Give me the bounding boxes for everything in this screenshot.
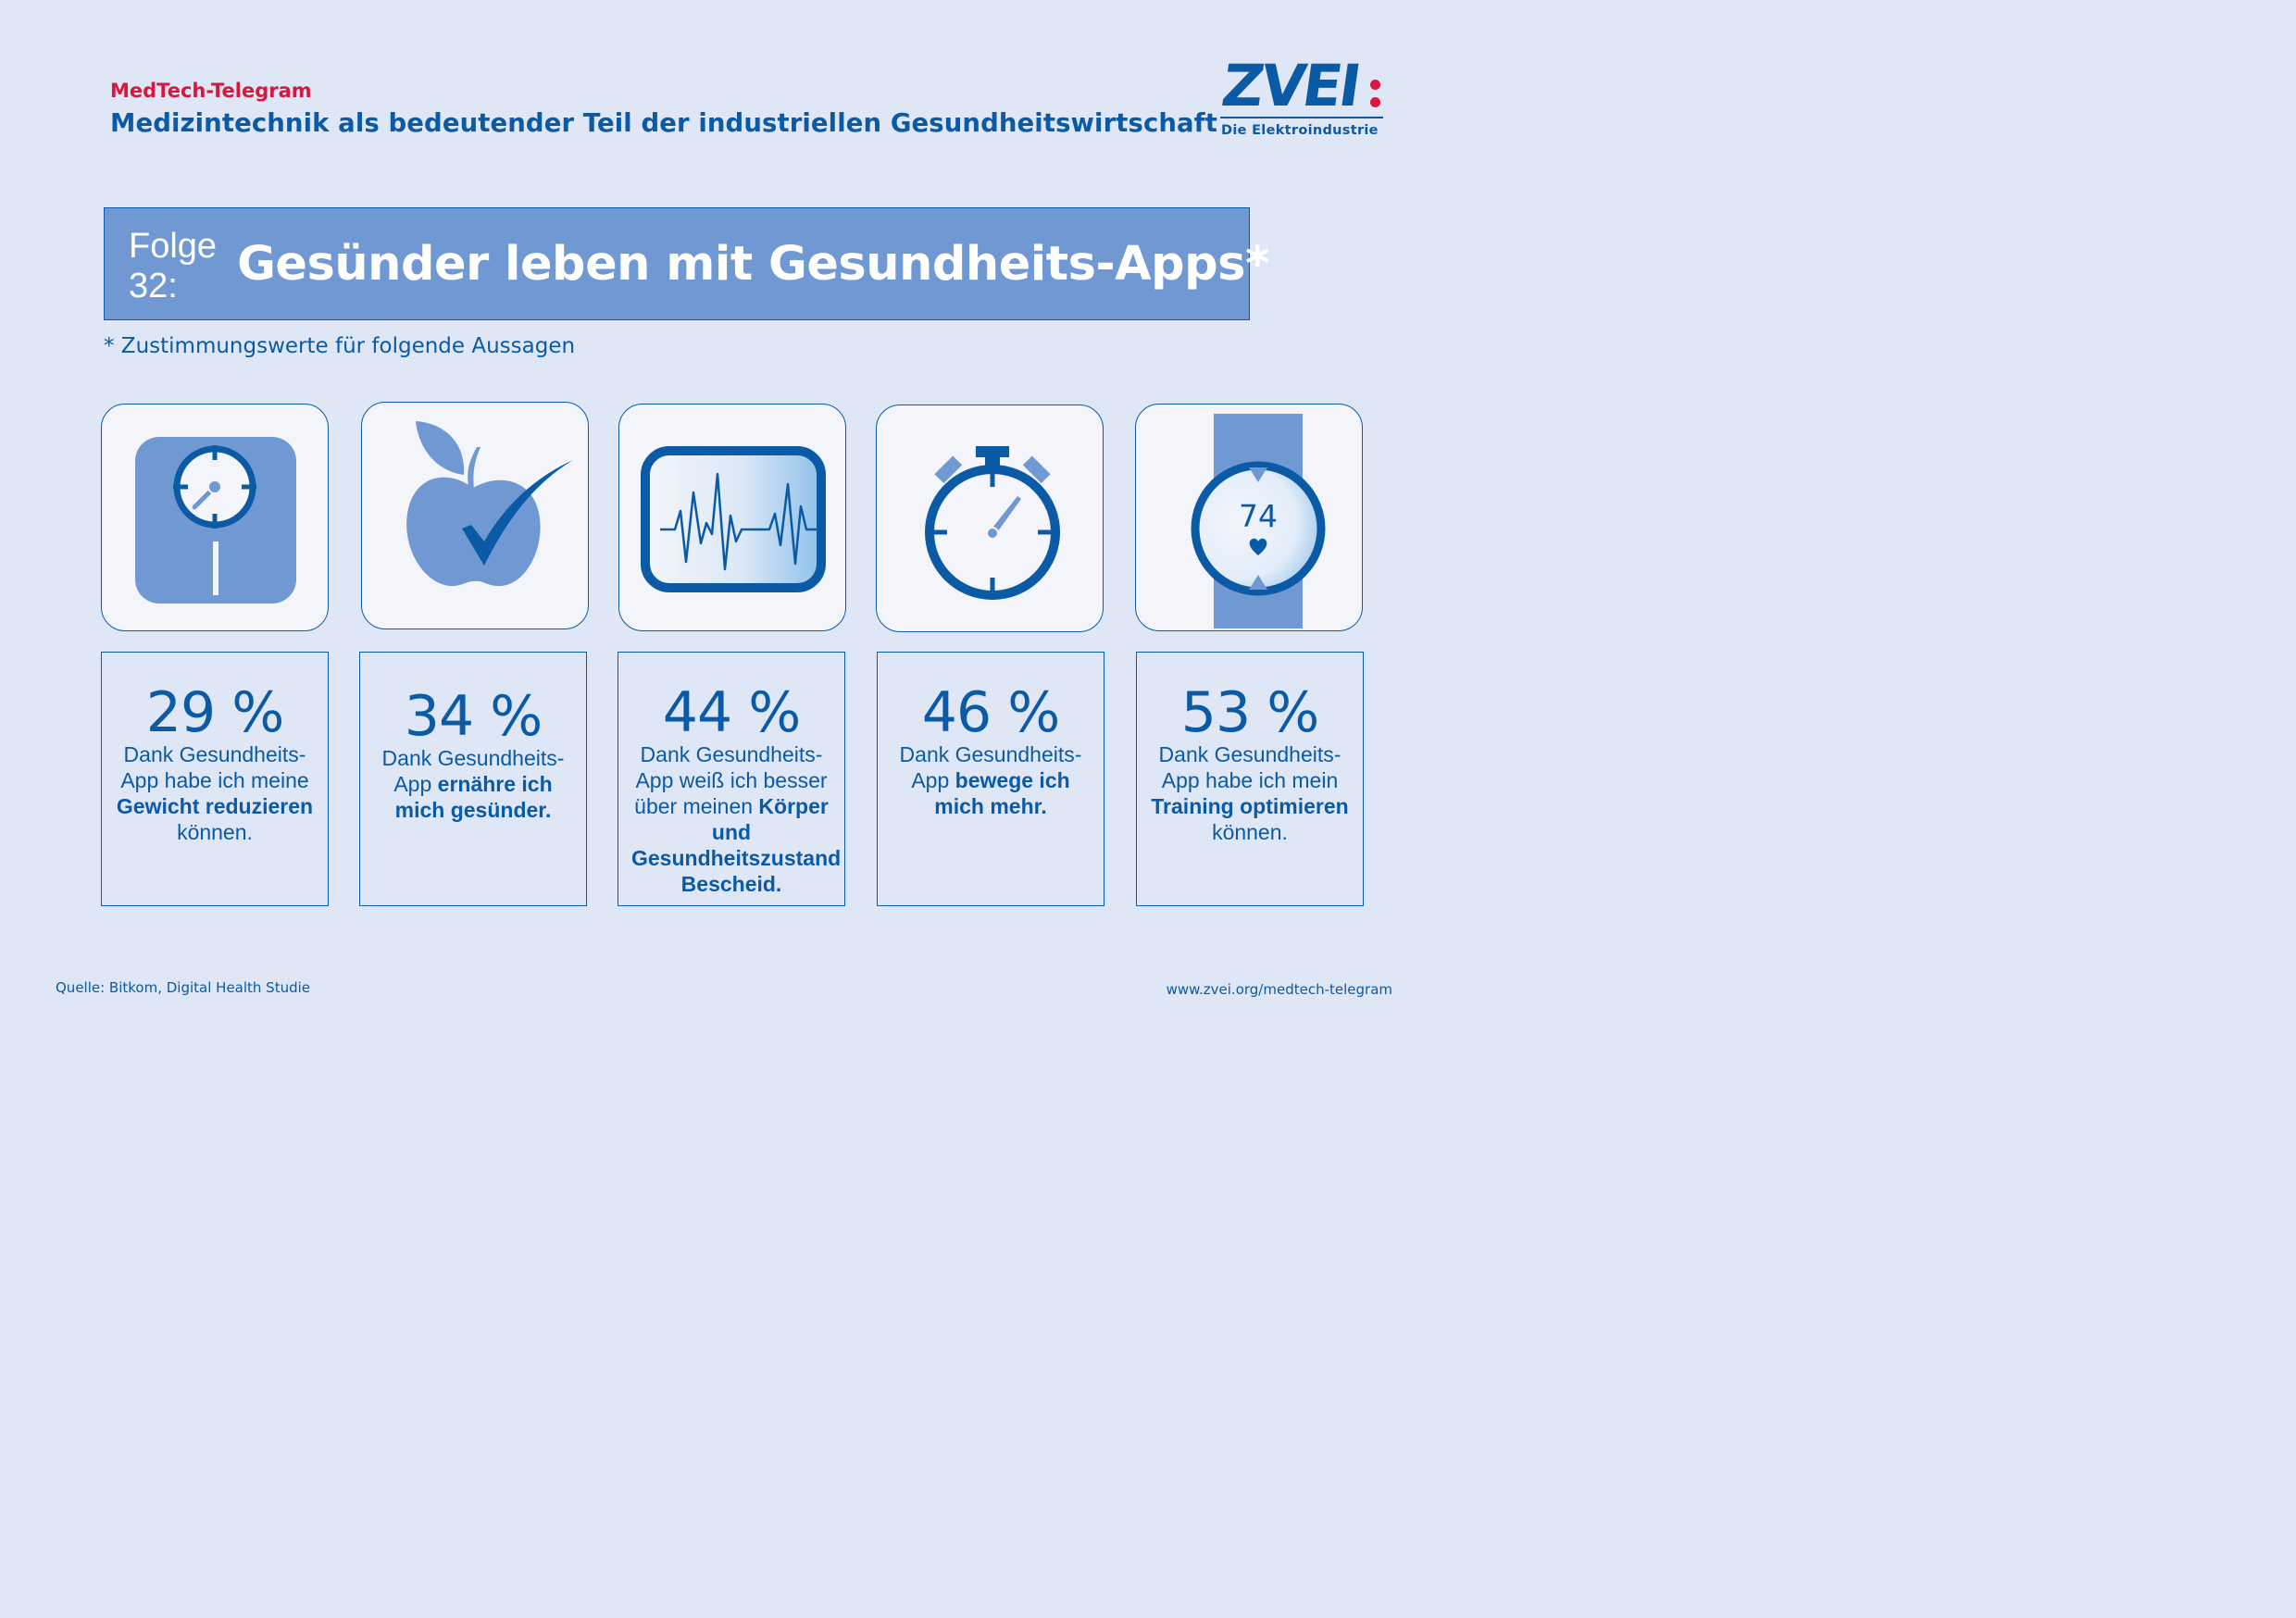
stat-value: 34 %	[404, 684, 543, 749]
stat-box-weight: 29 % Dank Gesundheits-App habe ich meine…	[101, 652, 329, 906]
tile-watch: 74	[1135, 404, 1363, 631]
scale-icon	[135, 437, 296, 604]
stopwatch-icon	[925, 446, 1060, 600]
stat-box-training: 53 % Dank Gesundheits-App habe ich mein …	[1136, 652, 1364, 906]
stat-statement: Dank Gesundheits-App bewege ich mich meh…	[899, 742, 1082, 818]
tile-scale	[101, 404, 329, 631]
title-banner: Folge 32: Gesünder leben mit Gesundheits…	[104, 207, 1270, 320]
logo-wordmark: ZVEI	[1217, 52, 1363, 119]
page-subtitle: Medizintechnik als bedeutender Teil der …	[110, 108, 1217, 138]
tile-stopwatch	[876, 404, 1104, 632]
tile-monitor	[618, 404, 846, 631]
stat-value: 44 %	[662, 680, 801, 745]
watch-reading: 74	[1239, 498, 1278, 534]
episode-label: Folge 32:	[129, 227, 218, 305]
footer-link[interactable]: www.zvei.org/medtech-telegram	[1166, 981, 1392, 998]
heart-icon	[1249, 538, 1267, 555]
stat-statement: Dank Gesundheits-App habe ich mein Train…	[1151, 742, 1349, 844]
stat-box-nutrition: 34 % Dank Gesundheits-App ernähre ich mi…	[359, 652, 587, 906]
footnote: * Zustimmungswerte für folgende Aussagen	[104, 334, 576, 358]
zvei-logo[interactable]: ZVEI Die Elektroindustrie	[1217, 52, 1389, 143]
stat-statement: Dank Gesundheits-App ernähre ich mich ge…	[381, 746, 565, 822]
stat-value: 53 %	[1180, 680, 1319, 745]
stat-value: 46 %	[921, 680, 1060, 745]
apple-check-icon	[406, 421, 573, 587]
source-note: Quelle: Bitkom, Digital Health Studie	[56, 979, 311, 996]
stat-value: 29 %	[145, 680, 284, 745]
heart-monitor-icon	[641, 446, 826, 592]
stat-statement: Dank Gesundheits-App weiß ich besser übe…	[631, 742, 842, 896]
logo-colon	[1370, 80, 1380, 107]
logo-tagline: Die Elektroindustrie	[1221, 123, 1379, 138]
stat-box-movement: 46 % Dank Gesundheits-App bewege ich mic…	[877, 652, 1104, 906]
logo-underline	[1220, 117, 1383, 118]
stat-statement: Dank Gesundheits-App habe ich meine Gewi…	[116, 742, 314, 844]
smartwatch-icon: 74	[1191, 414, 1326, 629]
kicker-label: MedTech-Telegram	[110, 80, 312, 102]
tile-apple	[361, 402, 589, 629]
page-title: Gesünder leben mit Gesundheits-Apps*	[237, 236, 1270, 292]
stat-box-body: 44 % Dank Gesundheits-App weiß ich besse…	[618, 652, 845, 906]
